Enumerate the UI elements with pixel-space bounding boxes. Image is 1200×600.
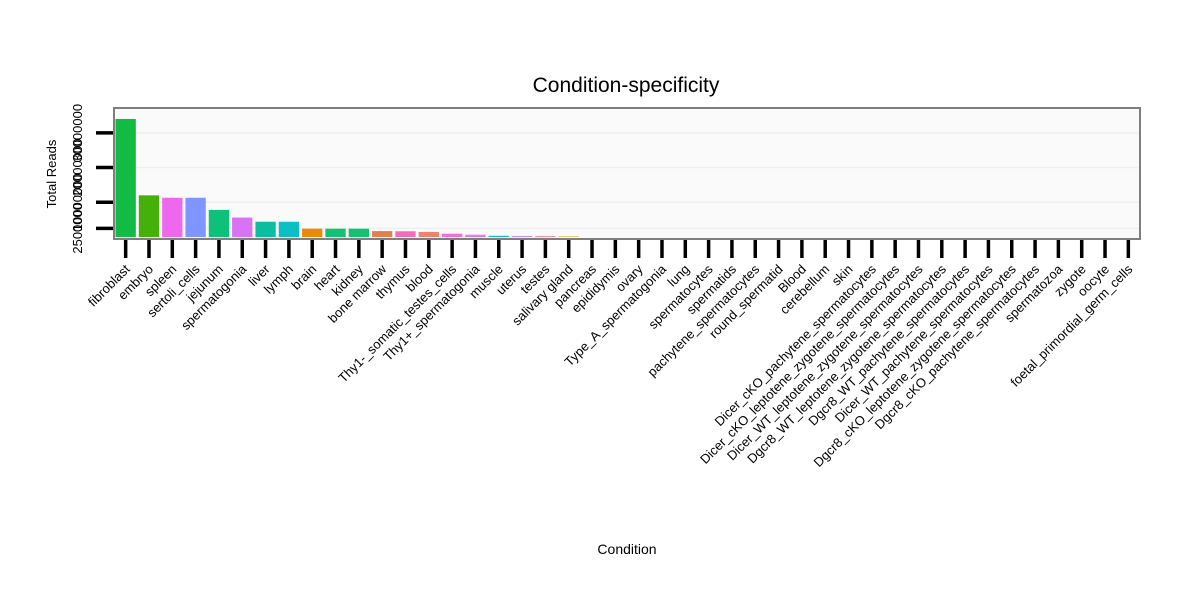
bars <box>115 118 579 237</box>
y-tick-label: 2500000 <box>70 203 85 254</box>
plot-background <box>114 108 1140 239</box>
x-axis: fibroblastembryospleensertoli_cellsjejun… <box>85 240 1136 470</box>
bar <box>535 236 556 237</box>
plot-panel <box>113 107 1141 240</box>
bar <box>395 231 416 237</box>
bar <box>558 236 579 237</box>
bar <box>208 209 230 237</box>
x-axis-label: Condition <box>597 541 656 557</box>
bar <box>488 235 509 237</box>
grid-lines <box>114 132 1140 230</box>
plot-border <box>113 107 1141 240</box>
bar <box>255 221 276 237</box>
bar <box>278 221 300 237</box>
bar <box>232 217 253 237</box>
chart-title: Condition-specificity <box>533 74 720 97</box>
x-tick-label: brain <box>288 262 319 293</box>
bar <box>418 231 439 237</box>
bar <box>465 234 486 237</box>
y-axis-label: Total Reads <box>44 139 59 208</box>
y-tick-label: 10000000 <box>70 173 85 231</box>
bar <box>325 228 346 237</box>
y-tick-label: 20000000 <box>70 139 85 197</box>
bar <box>348 228 369 237</box>
bar <box>511 235 533 237</box>
bar <box>162 197 183 237</box>
bar <box>138 195 160 237</box>
bar <box>441 233 463 237</box>
bar <box>372 231 393 237</box>
bar <box>115 118 136 237</box>
bar <box>302 228 323 237</box>
bar <box>185 197 206 237</box>
y-tick-label: 30000000 <box>70 104 85 162</box>
